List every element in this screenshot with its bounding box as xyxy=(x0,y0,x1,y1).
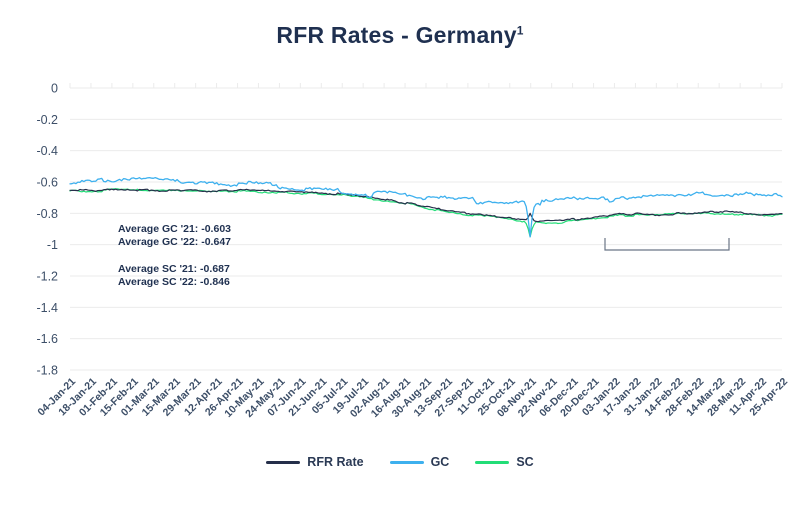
legend-swatch-gc xyxy=(389,460,424,464)
y-axis-tick-label: -1.8 xyxy=(36,364,58,378)
y-axis-tick-label: -1 xyxy=(47,238,58,252)
page-title: RFR Rates - Germany1 xyxy=(0,22,800,49)
chart-title-text: RFR Rates - Germany xyxy=(276,22,517,48)
legend-item-rfr-rate[interactable]: RFR Rate xyxy=(266,455,364,469)
legend-item-sc[interactable]: SC xyxy=(475,455,534,469)
y-axis-tick-label: 0 xyxy=(51,82,58,96)
period-bracket-annotation xyxy=(604,238,730,251)
legend-label-rfr-rate: RFR Rate xyxy=(307,455,364,469)
y-axis-tick-label: -1.4 xyxy=(36,301,58,315)
y-axis-tick-label: -0.8 xyxy=(36,207,58,221)
average-sc-21-annotation: Average SC '21: -0.687 xyxy=(118,263,230,275)
y-axis-tick-label: -0.2 xyxy=(36,113,58,127)
y-axis-tick-label: -1.2 xyxy=(36,270,58,284)
series-line-gc xyxy=(69,177,783,238)
average-gc-21-annotation: Average GC '21: -0.603 xyxy=(118,223,231,235)
chart-title-superscript: 1 xyxy=(516,23,524,38)
chart-legend: RFR Rate GC SC xyxy=(0,455,800,469)
average-gc-22-annotation: Average GC '22: -0.647 xyxy=(118,236,231,248)
y-axis-tick-label: -1.6 xyxy=(36,332,58,346)
legend-swatch-sc xyxy=(475,460,510,464)
series-line-rfr xyxy=(69,188,783,223)
y-axis-tick-label: -0.4 xyxy=(36,144,58,158)
average-sc-22-annotation: Average SC '22: -0.846 xyxy=(118,276,230,288)
legend-swatch-rfr-rate xyxy=(266,460,301,464)
legend-label-gc: GC xyxy=(430,455,450,469)
y-axis-tick-label: -0.6 xyxy=(36,176,58,190)
legend-label-sc: SC xyxy=(516,455,534,469)
legend-item-gc[interactable]: GC xyxy=(389,455,450,469)
